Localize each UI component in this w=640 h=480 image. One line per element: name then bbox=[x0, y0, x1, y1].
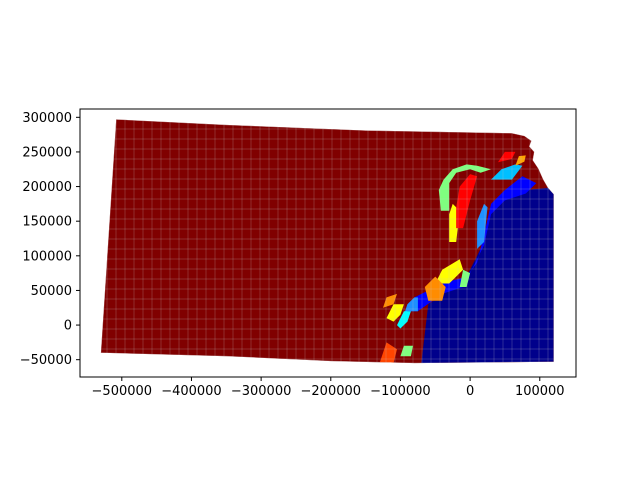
x-tick-label: −100000 bbox=[370, 384, 431, 399]
region-8 bbox=[459, 269, 471, 287]
y-axis-ticks: 300000 250000 200000 150000 100000 50000 0 −500… bbox=[20, 111, 80, 368]
y-tick-label: 300000 bbox=[22, 111, 72, 126]
x-axis-ticks: −500000 −400000 −300000 −200000 −100000 0 1000… bbox=[92, 377, 565, 399]
y-tick-label: 0 bbox=[64, 319, 72, 334]
y-tick-label: 250000 bbox=[22, 145, 72, 160]
y-tick-label: 100000 bbox=[22, 249, 72, 264]
x-tick-label: 100000 bbox=[515, 384, 565, 399]
region-10 bbox=[386, 304, 404, 322]
x-tick-label: −500000 bbox=[92, 384, 153, 399]
region-15 bbox=[456, 174, 478, 229]
region-2 bbox=[400, 297, 418, 326]
region-16 bbox=[498, 151, 516, 163]
region-0 bbox=[417, 187, 554, 364]
region-12 bbox=[424, 276, 446, 301]
axes-frame bbox=[79, 108, 577, 378]
region-1 bbox=[407, 176, 537, 312]
y-tick-label: 150000 bbox=[22, 215, 72, 230]
region-7 bbox=[438, 164, 491, 211]
y-tick-label: 50000 bbox=[31, 284, 72, 299]
county-regions bbox=[379, 151, 554, 364]
y-tick-label: −50000 bbox=[20, 353, 72, 368]
x-tick-label: −400000 bbox=[161, 384, 222, 399]
region-3 bbox=[491, 164, 523, 180]
x-tick-label: −300000 bbox=[231, 384, 292, 399]
region-5 bbox=[397, 311, 411, 329]
region-4 bbox=[477, 203, 488, 249]
region-11 bbox=[435, 259, 464, 284]
x-tick-label: −200000 bbox=[301, 384, 362, 399]
state-boundary bbox=[100, 119, 554, 364]
y-tick-label: 200000 bbox=[22, 180, 72, 195]
map-layer bbox=[100, 119, 554, 364]
region-6 bbox=[400, 345, 413, 357]
x-tick-label: 0 bbox=[466, 384, 474, 399]
region-17 bbox=[515, 155, 526, 166]
region-13 bbox=[383, 293, 397, 308]
region-14 bbox=[379, 342, 397, 364]
